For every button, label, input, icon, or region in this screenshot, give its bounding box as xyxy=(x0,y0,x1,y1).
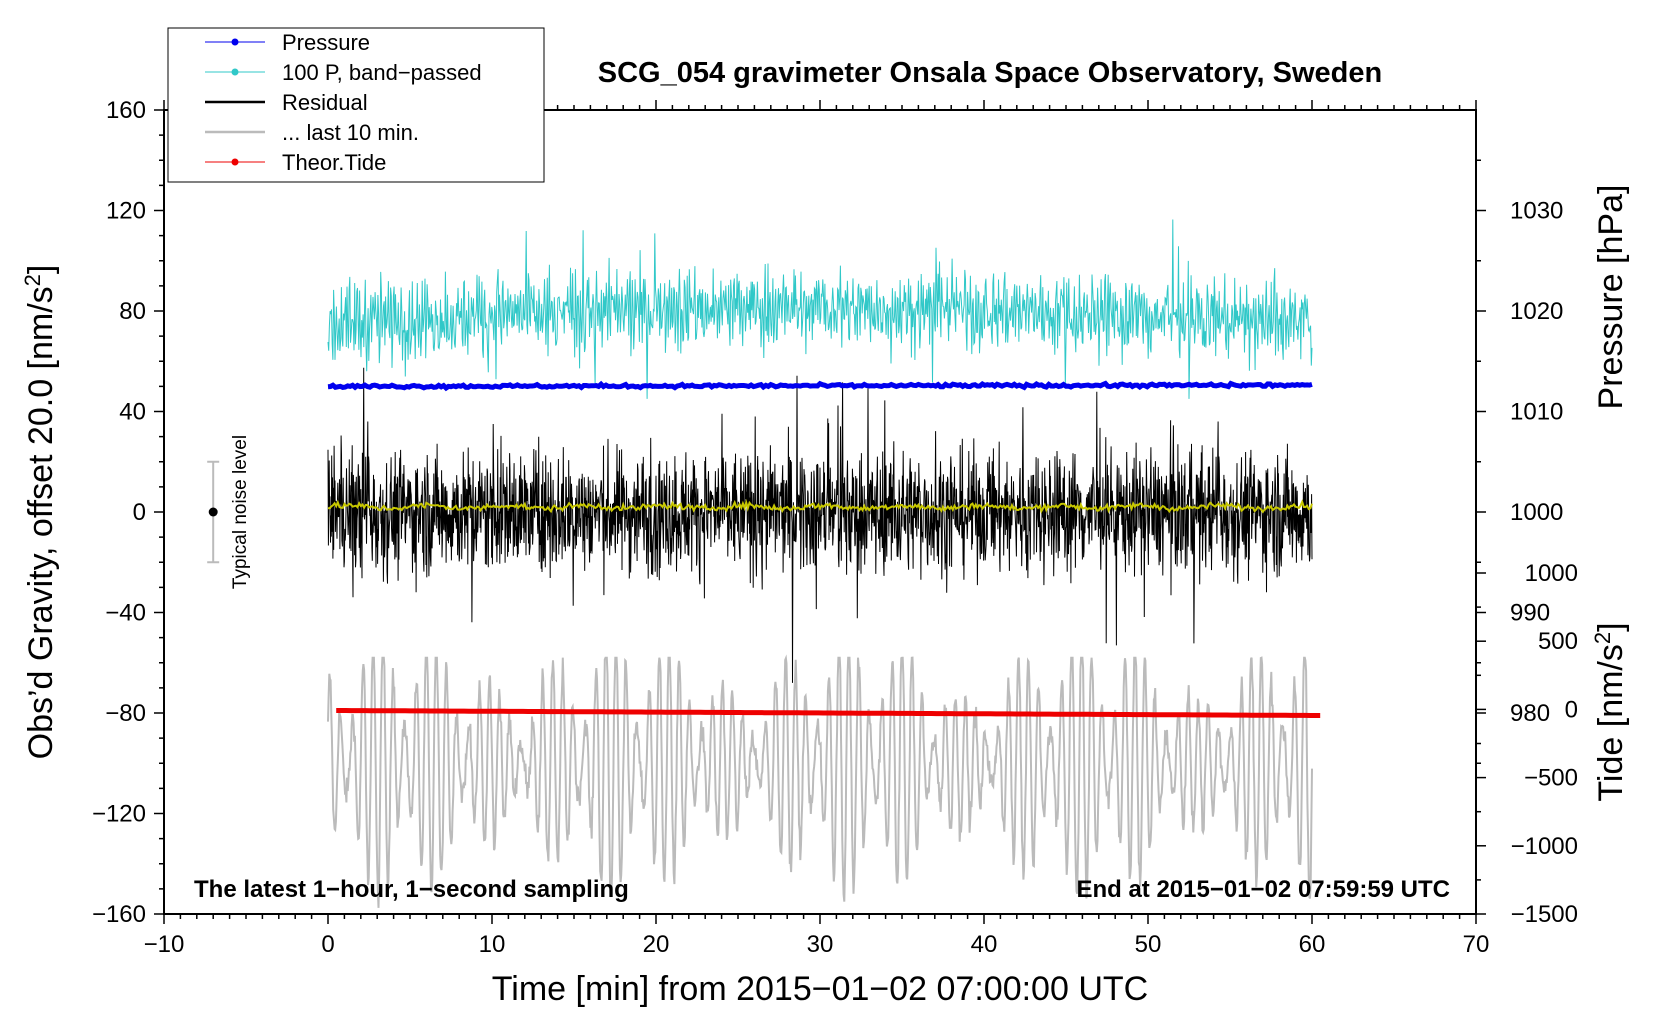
legend: Pressure 100 P, band−passed Residual ... la… xyxy=(167,27,545,183)
noise-level-label: Typical noise level xyxy=(230,435,251,589)
tide-tick-label: −1500 xyxy=(1511,901,1578,928)
y-tick-label: 40 xyxy=(119,399,146,426)
x-tick-label: 50 xyxy=(1135,931,1162,958)
y-axis-title: Obs’d Gravity, offset 20.0 [nm/s2] xyxy=(20,265,60,760)
note-right: End at 2015−01−02 07:59:59 UTC xyxy=(1076,876,1450,903)
series-smoothed-residual xyxy=(327,498,1313,514)
x-tick-label: 30 xyxy=(807,931,834,958)
pressure-tick-label: 1010 xyxy=(1510,399,1563,426)
series-band-passed xyxy=(327,219,1313,399)
tide-axis-title-sup: 2 xyxy=(1590,632,1615,644)
x-tick-label: 70 xyxy=(1463,931,1490,958)
axes-layer: −10 0 10 20 30 40 50 60 70−160−120−80−4004080120… xyxy=(92,97,1578,958)
legend-marker xyxy=(231,158,239,166)
legend-label: Theor.Tide xyxy=(282,150,386,175)
y-tick-label: 0 xyxy=(133,499,146,526)
legend-label: Pressure xyxy=(282,30,370,55)
series-pressure xyxy=(327,380,1313,392)
pressure-axis-title: Pressure [hPa] xyxy=(1592,185,1630,410)
x-tick-label: 60 xyxy=(1299,931,1326,958)
legend-label: Residual xyxy=(282,90,368,115)
tide-axis-title-main: Tide [nm/s xyxy=(1592,644,1630,801)
pressure-tick-label: 980 xyxy=(1510,700,1550,727)
pressure-tick-label: 990 xyxy=(1510,600,1550,627)
note-left: The latest 1−hour, 1−second sampling xyxy=(194,876,629,903)
y-tick-label: 120 xyxy=(106,198,146,225)
chart-title: SCG_054 gravimeter Onsala Space Observat… xyxy=(598,57,1382,89)
y-tick-label: −40 xyxy=(105,600,146,627)
tide-axis-title: Tide [nm/s2] xyxy=(1590,622,1630,801)
legend-marker xyxy=(231,38,239,46)
y-axis-title-close: ] xyxy=(22,265,60,274)
series-residual xyxy=(327,367,1313,683)
y-tick-label: −80 xyxy=(105,700,146,727)
tide-tick-label: 500 xyxy=(1538,628,1578,655)
y-axis-title-main: Obs’d Gravity, offset 20.0 [nm/s xyxy=(22,286,60,759)
x-tick-label: 40 xyxy=(971,931,998,958)
series-last-10-min xyxy=(327,654,1313,908)
pressure-tick-label: 1030 xyxy=(1510,198,1563,225)
x-tick-label: 20 xyxy=(643,931,670,958)
pressure-tick-label: 1020 xyxy=(1510,298,1563,325)
tide-axis-title-close: ] xyxy=(1592,622,1630,631)
y-tick-label: 80 xyxy=(119,298,146,325)
x-tick-label: 0 xyxy=(321,931,334,958)
y-tick-label: −120 xyxy=(92,801,146,828)
noise-level-indicator xyxy=(207,460,220,564)
legend-label: ... last 10 min. xyxy=(282,120,419,145)
y-tick-label: 160 xyxy=(106,97,146,124)
y-axis-title-sup: 2 xyxy=(20,274,45,286)
legend-box xyxy=(167,27,545,183)
x-axis-title: Time [min] from 2015−01−02 07:00:00 UTC xyxy=(492,970,1148,1008)
series-layer xyxy=(327,219,1321,908)
pressure-tick-label: 1000 xyxy=(1510,499,1563,526)
tide-tick-label: 0 xyxy=(1565,696,1578,723)
y-tick-label: −160 xyxy=(92,901,146,928)
x-tick-label: −10 xyxy=(144,931,185,958)
legend-label: 100 P, band−passed xyxy=(282,60,482,85)
tide-tick-label: 1000 xyxy=(1525,560,1578,587)
series-theor-tide xyxy=(336,708,1321,718)
legend-marker xyxy=(231,68,239,76)
x-tick-label: 10 xyxy=(479,931,506,958)
tide-tick-label: −1000 xyxy=(1511,833,1578,860)
noise-center-dot xyxy=(208,507,218,517)
tide-tick-label: −500 xyxy=(1524,765,1578,792)
